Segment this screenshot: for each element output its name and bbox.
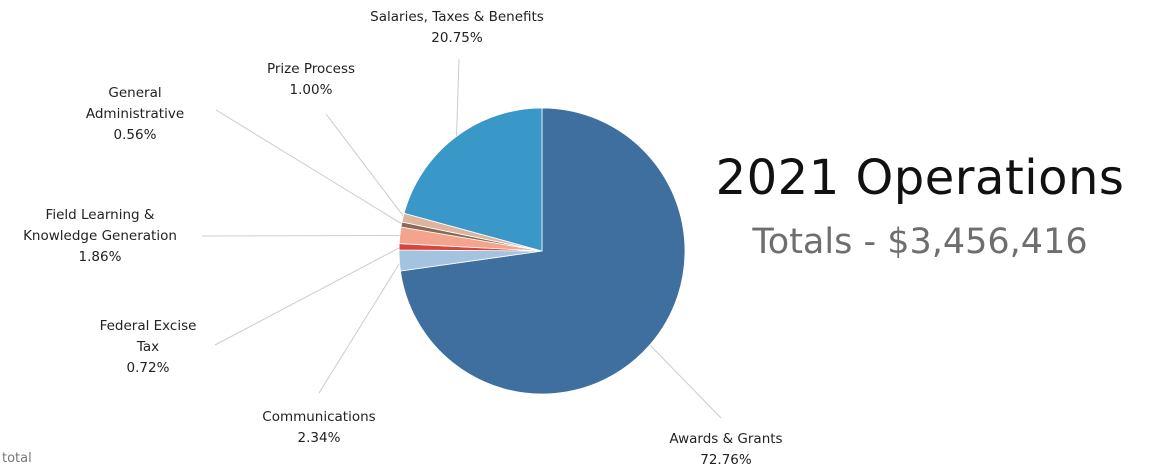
slice-labels: Awards & Grants 72.76% Communications 2.34%… (23, 9, 783, 468)
slice-percent: 1.86% (79, 249, 122, 265)
slice-label: Prize Process 1.00% (267, 61, 355, 98)
chart-subtitle: Totals - $3,456,416 (752, 222, 1088, 262)
slice-label: Field Learning & Knowledge Generation 1.86… (23, 207, 177, 265)
leader-line (214, 246, 402, 346)
leader-line (325, 113, 406, 219)
pie-slice (403, 107, 543, 252)
slice-name: Knowledge Generation (23, 228, 177, 244)
slice-label: Communications 2.34% (262, 409, 375, 446)
footer-total-label: total (2, 451, 32, 466)
leader-line (648, 343, 722, 419)
slice-percent: 2.34% (298, 430, 341, 446)
slice-name: Tax (136, 339, 159, 355)
slice-percent: 0.72% (127, 360, 170, 376)
pie-slices (398, 107, 686, 395)
slice-name: General (108, 85, 161, 101)
slice-label: General Administrative 0.56% (86, 85, 184, 143)
pie-slice (399, 107, 686, 395)
slice-name: Prize Process (267, 61, 355, 77)
leader-line (455, 58, 460, 139)
slice-name: Awards & Grants (669, 431, 782, 447)
slice-percent: 0.56% (114, 127, 157, 143)
slice-name: Federal Excise (100, 318, 197, 334)
slice-name: Communications (262, 409, 375, 425)
chart-title: 2021 Operations (715, 150, 1125, 206)
slice-name: Salaries, Taxes & Benefits (370, 9, 544, 25)
slice-percent: 1.00% (290, 82, 333, 98)
slice-percent: 72.76% (700, 452, 752, 468)
leader-line (201, 234, 402, 237)
slice-label: Federal Excise Tax 0.72% (100, 318, 197, 376)
slice-percent: 20.75% (431, 30, 483, 46)
leader-line (215, 109, 404, 226)
leader-line (318, 260, 402, 394)
leader-lines (201, 58, 722, 419)
slice-name: Field Learning & (46, 207, 155, 223)
slice-name: Administrative (86, 106, 184, 122)
slice-label: Salaries, Taxes & Benefits 20.75% (370, 9, 544, 46)
slice-label: Awards & Grants 72.76% (669, 431, 782, 468)
